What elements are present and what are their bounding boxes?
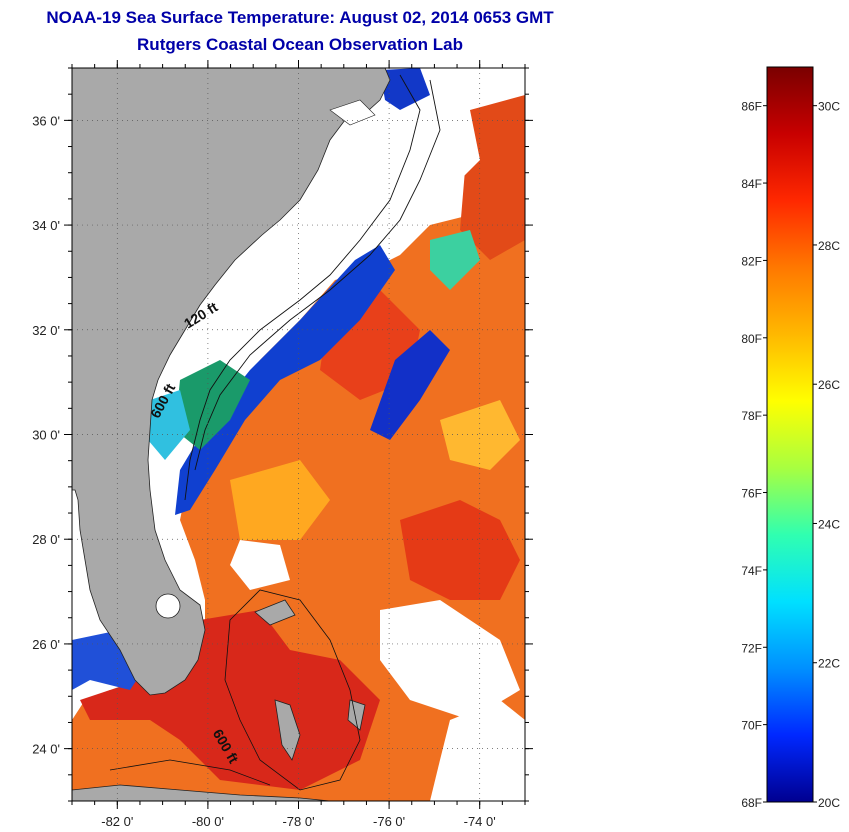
pamlico-sound [329, 99, 376, 126]
lat-tick-label: 28 0' [32, 532, 60, 547]
celsius-label: 22C [818, 657, 840, 671]
lon-tick-label: -80 0' [192, 814, 224, 829]
land-bahamas [254, 599, 296, 626]
lat-tick-label: 32 0' [32, 323, 60, 338]
cloud-patch [400, 110, 480, 200]
celsius-label: 26C [818, 378, 840, 392]
bathymetry-contour [224, 589, 361, 791]
fahrenheit-label: 78F [741, 409, 762, 423]
map-title: NOAA-19 Sea Surface Temperature: August … [46, 8, 554, 27]
bathymetry-contour [194, 79, 441, 471]
land-bahamas [274, 699, 301, 761]
map-subtitle: Rutgers Coastal Ocean Observation Lab [137, 35, 463, 54]
fahrenheit-label: 80F [741, 332, 762, 346]
fahrenheit-label: 72F [741, 641, 762, 655]
colorbar-gradient [766, 66, 814, 803]
hot-water-patch [400, 500, 520, 600]
cloud-patch [230, 540, 290, 590]
land-cuba [72, 784, 331, 801]
fahrenheit-label: 76F [741, 487, 762, 501]
cool-water-band [175, 360, 250, 450]
cloud-patch [430, 700, 525, 801]
lon-tick-label: -78 0' [282, 814, 314, 829]
celsius-label: 28C [818, 239, 840, 253]
land-bahamas [347, 699, 366, 731]
celsius-label: 20C [818, 796, 840, 810]
lake-okeechobee [155, 593, 181, 619]
lon-tick-label: -76 0' [373, 814, 405, 829]
celsius-label: 30C [818, 100, 840, 114]
fahrenheit-label: 68F [741, 796, 762, 810]
land-us-east-coast [72, 68, 391, 696]
yellow-water-patch [230, 460, 330, 540]
lat-tick-label: 30 0' [32, 428, 60, 443]
cool-water-band [370, 330, 450, 440]
cloud-patch [380, 600, 520, 720]
bathymetry-contour [109, 759, 271, 786]
lon-tick-label: -82 0' [101, 814, 133, 829]
lat-tick-label: 24 0' [32, 742, 60, 757]
map-axes: 24 0' 26 0' 28 0' 30 0' 32 0' 34 0' 36 0' -82 0… [32, 60, 533, 829]
hot-water-patch [460, 95, 525, 260]
fahrenheit-label: 84F [741, 177, 762, 191]
cool-water-band [430, 230, 480, 290]
fahrenheit-label: 86F [741, 100, 762, 114]
lat-tick-label: 26 0' [32, 637, 60, 652]
cool-water-band [380, 68, 430, 110]
lon-tick-label: -74 0' [464, 814, 496, 829]
fahrenheit-label: 74F [741, 564, 762, 578]
yellow-water-patch [440, 400, 520, 470]
map-graticule [72, 68, 525, 801]
bathymetry-contour [184, 74, 421, 501]
hot-water-patch [80, 610, 380, 790]
celsius-label: 24C [818, 517, 840, 531]
cool-water-band [175, 245, 395, 515]
fahrenheit-label: 82F [741, 254, 762, 268]
lat-tick-label: 34 0' [32, 218, 60, 233]
cool-water-band [148, 390, 190, 460]
temperature-colorbar: 86F 84F 82F 80F 78F 76F 74F 72F 70F 68F 30C 28C 26C 2… [741, 66, 840, 810]
fahrenheit-label: 70F [741, 719, 762, 733]
lat-tick-label: 36 0' [32, 113, 60, 128]
